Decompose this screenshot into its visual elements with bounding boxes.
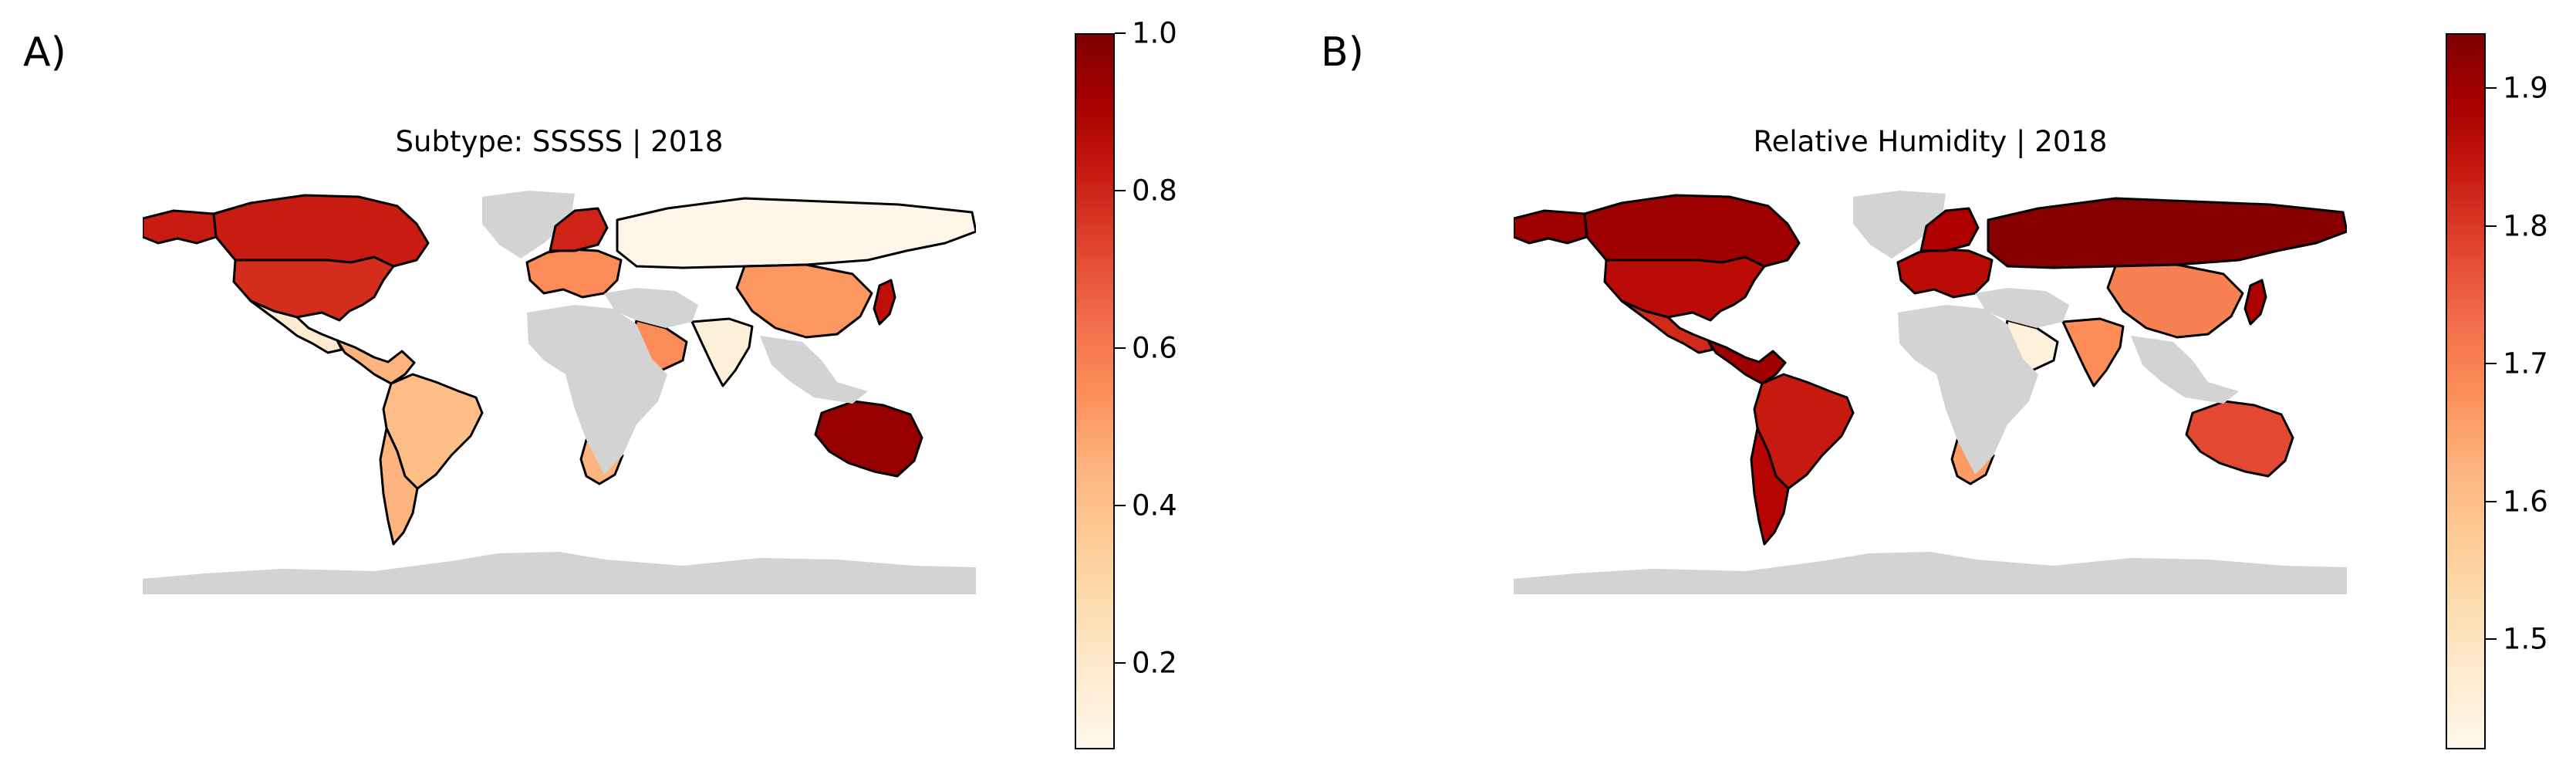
region-india [2061,317,2125,387]
colorbar-tick [2486,638,2497,641]
colorbar-tick [2486,225,2497,227]
world-map-a-svg [143,191,976,594]
colorbar-tick-label: 0.8 [1132,174,1177,208]
region-japan [873,279,896,326]
region-southeast-asia [2131,336,2239,404]
colorbar-a [1075,33,1115,749]
colorbar-tick-label: 1.9 [2503,71,2548,105]
map-title-b: Relative Humidity | 2018 [1753,125,2108,158]
region-middle-east [1975,288,2069,328]
colorbar-tick-label: 1.8 [2503,209,2548,243]
region-alaska [1514,209,1588,245]
region-africa [527,305,667,475]
region-antarctica [1514,552,2347,594]
world-map-b-svg [1514,191,2347,594]
colorbar-b [2446,33,2486,749]
colorbar-tick-label: 1.7 [2503,347,2548,380]
region-russia [616,197,976,269]
colorbar-tick [1115,347,1126,349]
region-middle-east [604,288,698,328]
colorbar-tick-label: 0.4 [1132,489,1177,522]
colorbar-tick [2486,363,2497,365]
region-argentina-chile [1750,427,1790,546]
panel-label-b: B) [1321,29,1364,76]
region-central-america [336,339,416,385]
region-central-america [1707,339,1787,385]
panel-label-a: A) [23,29,66,76]
region-western-europe [525,248,623,299]
map-title-a: Subtype: SSSSS | 2018 [395,125,724,158]
region-scandinavia [549,207,609,252]
region-scandinavia [1919,207,1980,252]
region-china [2106,263,2244,339]
region-western-europe [1896,248,1994,299]
region-usa [232,255,395,322]
region-canada [212,194,430,268]
colorbar-tick-label: 0.6 [1132,331,1177,365]
region-japan [2243,279,2267,326]
colorbar-tick [1115,32,1126,34]
region-india [690,317,754,387]
region-antarctica [143,552,976,594]
region-africa [1898,305,2038,475]
region-argentina-chile [379,427,419,546]
region-canada [1583,194,1801,268]
colorbar-tick [1115,661,1126,664]
colorbar-tick-label: 1.6 [2503,485,2548,519]
region-alaska [143,209,218,245]
region-australia [2185,400,2294,478]
colorbar-tick-label: 1.5 [2503,622,2548,656]
region-southeast-asia [760,336,868,404]
colorbar-tick-label: 1.0 [1132,16,1177,50]
region-greenland [482,191,575,259]
world-map-a [143,189,976,594]
region-china [735,263,873,339]
colorbar-tick [2486,87,2497,90]
colorbar-tick-label: 0.2 [1132,646,1177,680]
region-australia [814,400,923,478]
region-usa [1603,255,1766,322]
colorbar-tick [2486,500,2497,502]
region-russia [1987,197,2347,269]
colorbar-tick [1115,504,1126,506]
world-map-b [1514,189,2347,594]
region-greenland [1853,191,1946,259]
colorbar-tick [1115,189,1126,191]
